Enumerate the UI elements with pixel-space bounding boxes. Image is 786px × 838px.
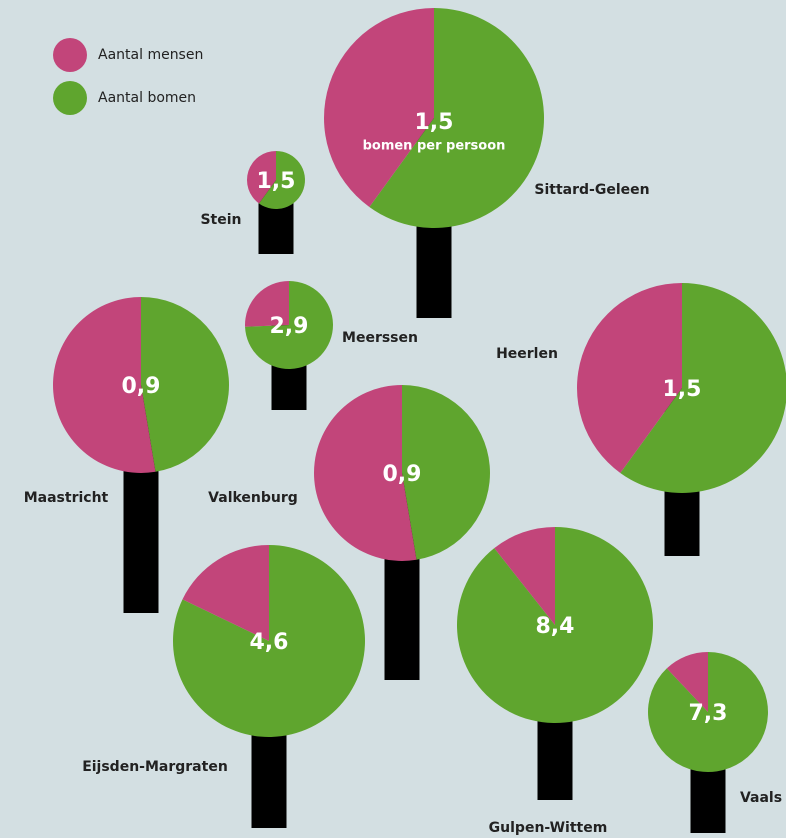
- legend-label: Aantal mensen: [98, 47, 203, 63]
- ratio-label: 1,5: [663, 377, 702, 402]
- ratio-label: 4,6: [250, 630, 289, 655]
- region-label: Meerssen: [342, 330, 418, 346]
- region-label: Sittard-Geleen: [534, 182, 649, 198]
- region-label: Gulpen-Wittem: [489, 820, 608, 836]
- chart: Aantal mensen Aantal bomen 1,5 Sittard-Gele…: [0, 0, 786, 838]
- legend-swatch: [53, 38, 87, 72]
- ratio-label: 0,9: [383, 462, 422, 487]
- region-label: Maastricht: [24, 490, 109, 506]
- region-label: Eijsden-Margraten: [82, 759, 228, 775]
- page: Aantal mensen Aantal bomen 1,5 Sittard-Gele…: [0, 0, 786, 838]
- ratio-label: 8,4: [536, 614, 575, 639]
- ratio-label: 1,5: [257, 169, 296, 194]
- ratio-label: 7,3: [689, 701, 728, 726]
- unit-label: bomen per persoon: [363, 139, 506, 154]
- region-label: Valkenburg: [208, 490, 298, 506]
- ratio-label: 0,9: [122, 374, 161, 399]
- ratio-label: 2,9: [270, 314, 309, 339]
- legend-swatch: [53, 81, 87, 115]
- region-label: Heerlen: [496, 346, 558, 362]
- ratio-label: 1,5: [415, 110, 454, 135]
- legend-label: Aantal bomen: [98, 90, 196, 106]
- region-label: Vaals: [740, 790, 782, 806]
- region-label: Stein: [200, 212, 241, 228]
